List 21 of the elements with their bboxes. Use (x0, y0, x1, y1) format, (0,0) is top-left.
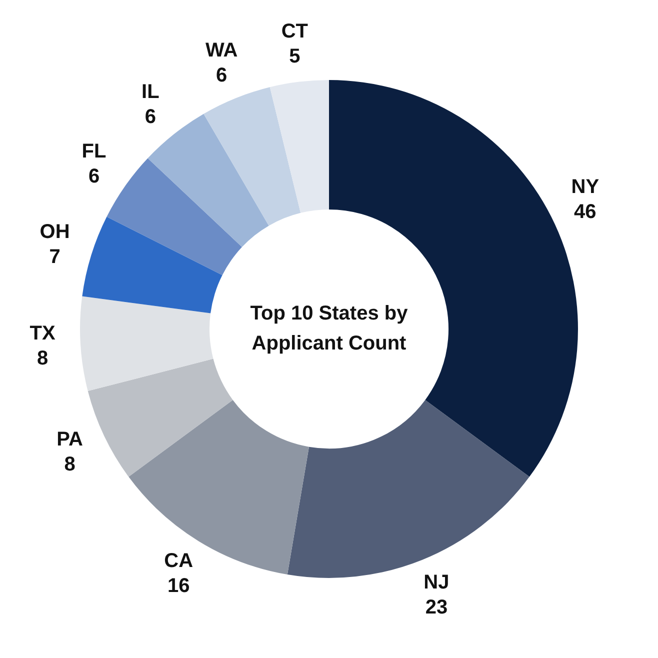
text: Top 10 States by Applicant Count (250, 302, 409, 355)
data-label: 8 (36, 348, 48, 370)
slice-label: WA (205, 39, 238, 62)
data-label: 16 (167, 574, 190, 597)
data-label: 6 (216, 64, 228, 86)
slice-label: PA (56, 428, 83, 451)
slice-label: NY (571, 176, 600, 198)
data-label: 6 (144, 106, 156, 128)
data-label: 23 (425, 596, 448, 619)
slice-label: NJ (424, 572, 450, 594)
data-label: 8 (64, 454, 76, 476)
data-label: 5 (289, 46, 300, 68)
data-label: 7 (49, 246, 60, 268)
slice-label: TX (30, 322, 56, 345)
data-label: 6 (88, 166, 100, 188)
slice-label: CT (281, 20, 308, 43)
slice-label: FL (82, 140, 106, 163)
slice-label: IL (142, 80, 160, 103)
slice-label: OH (40, 220, 70, 243)
slice-label: CA (164, 550, 194, 572)
data-label: 46 (574, 201, 596, 224)
